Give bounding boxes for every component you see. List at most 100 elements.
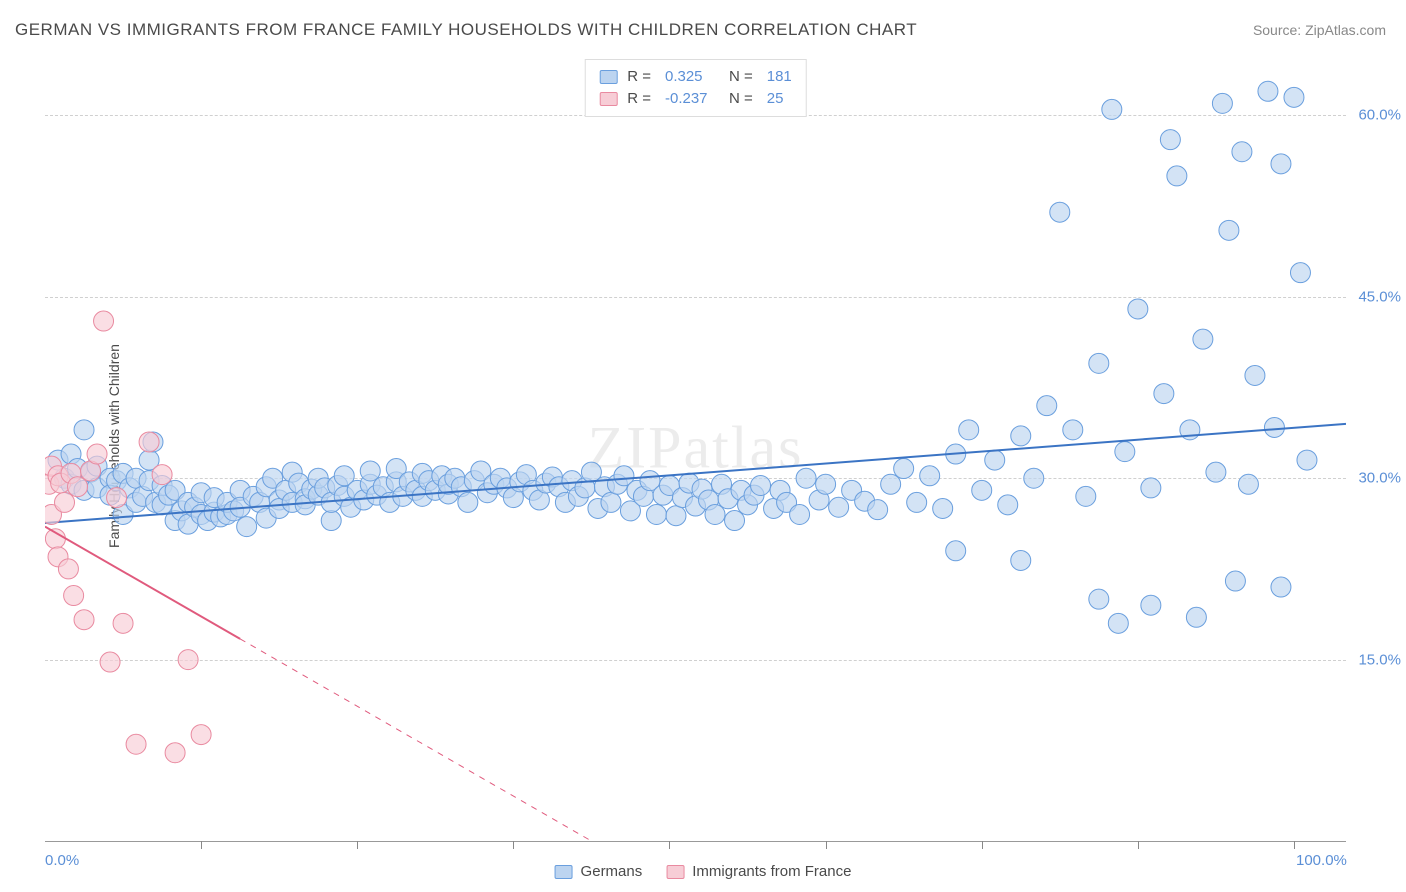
data-point: [1271, 154, 1291, 174]
data-point: [646, 505, 666, 525]
data-point: [1050, 202, 1070, 222]
data-point: [74, 420, 94, 440]
data-point: [191, 725, 211, 745]
data-point: [1102, 99, 1122, 119]
data-point: [58, 559, 78, 579]
data-point: [894, 459, 914, 479]
r-label: R =: [627, 66, 651, 88]
data-point: [1011, 426, 1031, 446]
data-point: [1186, 607, 1206, 627]
legend-item-germans: Germans: [555, 863, 643, 880]
data-point: [113, 613, 133, 633]
data-point: [1128, 299, 1148, 319]
xtick: [201, 841, 202, 849]
data-point: [751, 475, 771, 495]
data-point: [1245, 365, 1265, 385]
data-point: [1115, 442, 1135, 462]
legend-label-germans: Germans: [581, 863, 643, 880]
data-point: [165, 743, 185, 763]
xtick: [1294, 841, 1295, 849]
data-point: [74, 610, 94, 630]
data-point: [1212, 93, 1232, 113]
data-point: [1108, 613, 1128, 633]
n-label: N =: [729, 66, 753, 88]
data-point: [321, 511, 341, 531]
data-point: [1258, 81, 1278, 101]
data-point: [705, 505, 725, 525]
data-point: [1160, 130, 1180, 150]
data-point: [601, 492, 621, 512]
r-label: R =: [627, 88, 651, 110]
data-point: [55, 492, 75, 512]
data-point: [790, 505, 810, 525]
data-point: [829, 497, 849, 517]
series-legend: Germans Immigrants from France: [555, 863, 852, 880]
data-point: [972, 480, 992, 500]
data-point: [868, 500, 888, 520]
data-point: [178, 650, 198, 670]
n-value-germans: 181: [767, 66, 792, 88]
legend-item-france: Immigrants from France: [666, 863, 851, 880]
swatch-germans: [599, 70, 617, 84]
chart-svg: [45, 55, 1346, 841]
data-point: [1206, 462, 1226, 482]
data-point: [1284, 87, 1304, 107]
data-point: [1024, 468, 1044, 488]
data-point: [1089, 589, 1109, 609]
xtick-label: 100.0%: [1296, 852, 1347, 869]
data-point: [881, 474, 901, 494]
n-label: N =: [729, 88, 753, 110]
data-point: [126, 734, 146, 754]
data-point: [64, 586, 84, 606]
ytick-label: 15.0%: [1358, 651, 1401, 668]
data-point: [1225, 571, 1245, 591]
data-point: [946, 541, 966, 561]
data-point: [725, 511, 745, 531]
data-point: [666, 506, 686, 526]
data-point: [907, 492, 927, 512]
data-point: [796, 468, 816, 488]
xtick: [669, 841, 670, 849]
data-point: [1219, 220, 1239, 240]
data-point: [152, 465, 172, 485]
n-value-france: 25: [767, 88, 784, 110]
data-point: [1167, 166, 1187, 186]
swatch-france: [599, 92, 617, 106]
data-point: [1290, 263, 1310, 283]
data-point: [458, 492, 478, 512]
r-value-france: -0.237: [665, 88, 719, 110]
data-point: [1193, 329, 1213, 349]
data-point: [959, 420, 979, 440]
xtick: [982, 841, 983, 849]
ytick-label: 30.0%: [1358, 470, 1401, 487]
plot-area: ZIPatlas R = 0.325 N = 181 R = -0.237 N …: [45, 55, 1346, 842]
swatch-germans-icon: [555, 865, 573, 879]
data-point: [360, 461, 380, 481]
source-attribution: Source: ZipAtlas.com: [1253, 22, 1386, 38]
data-point: [1089, 353, 1109, 373]
data-point: [1271, 577, 1291, 597]
data-point: [139, 432, 159, 452]
data-point: [94, 311, 114, 331]
legend-row-germans: R = 0.325 N = 181: [599, 66, 792, 88]
data-point: [985, 450, 1005, 470]
data-point: [816, 474, 836, 494]
xtick-label: 0.0%: [45, 852, 79, 869]
xtick: [826, 841, 827, 849]
data-point: [87, 444, 107, 464]
trend-line-dashed: [240, 639, 591, 841]
data-point: [100, 652, 120, 672]
data-point: [1297, 450, 1317, 470]
xtick: [1138, 841, 1139, 849]
data-point: [1154, 384, 1174, 404]
data-point: [68, 477, 88, 497]
xtick: [513, 841, 514, 849]
data-point: [1141, 478, 1161, 498]
data-point: [1037, 396, 1057, 416]
data-point: [933, 498, 953, 518]
r-value-germans: 0.325: [665, 66, 719, 88]
correlation-legend: R = 0.325 N = 181 R = -0.237 N = 25: [584, 59, 807, 117]
data-point: [1076, 486, 1096, 506]
data-point: [998, 495, 1018, 515]
xtick: [357, 841, 358, 849]
